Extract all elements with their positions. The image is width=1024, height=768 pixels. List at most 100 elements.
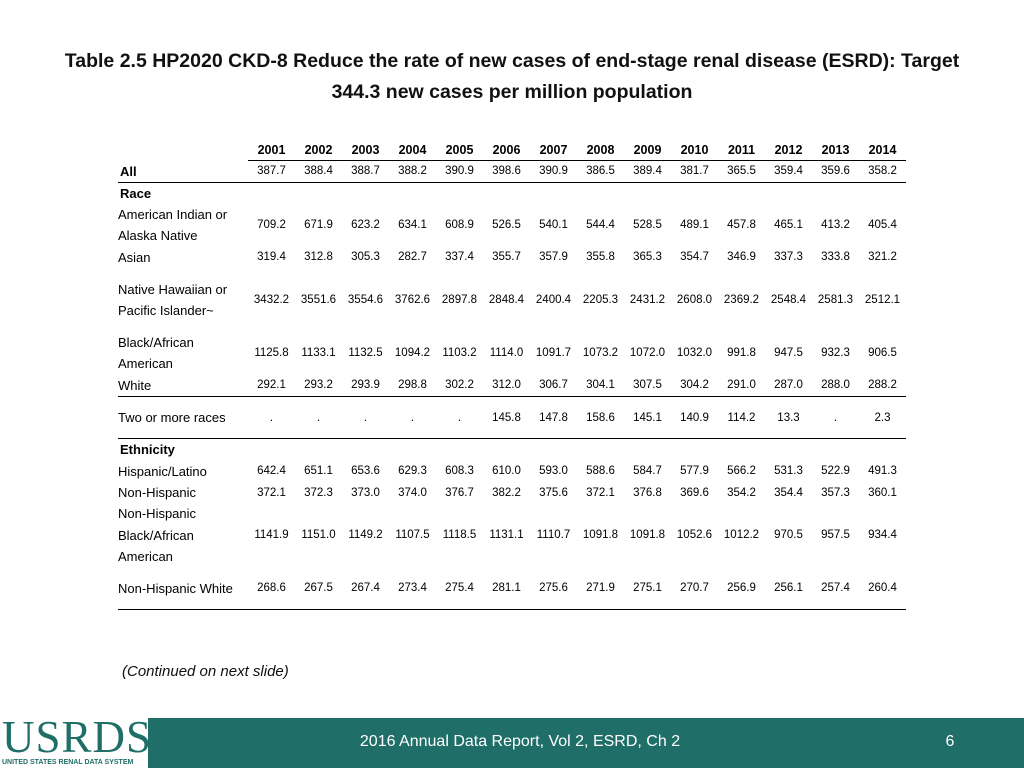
rate-cell: 577.9 (680, 465, 709, 478)
slide-title: Table 2.5 HP2020 CKD-8 Reduce the rate o… (20, 46, 1004, 108)
rate-cell: 304.2 (671, 374, 718, 397)
rate-cell: 358.2 (859, 160, 906, 183)
rate-cell: 365.3 (633, 251, 662, 264)
rate-cell: 991.8 (727, 347, 756, 360)
rate-cell: 260.4 (859, 567, 906, 611)
rate-cell: 354.7 (680, 251, 709, 264)
rate-cell: 288.2 (859, 374, 906, 397)
rate-cell: 957.5 (821, 529, 850, 542)
rate-cell: 304.1 (577, 374, 624, 397)
rate-cell: 271.9 (577, 567, 624, 611)
rate-cell: 354.4 (774, 486, 803, 499)
rate-cell: 906.5 (868, 347, 897, 360)
table-row: Non-Hispanic 372.1 372.3 373.0 374.0 376.7 382… (118, 482, 906, 503)
year-header: 2006 (483, 139, 530, 161)
year-header: 2010 (671, 139, 718, 161)
rate-cell: 291.0 (718, 374, 765, 397)
rate-cell: 273.4 (389, 567, 436, 611)
race-group-header-label: Race (120, 185, 152, 201)
rate-cell: 653.6 (351, 465, 380, 478)
rate-cell: 1118.5 (442, 529, 477, 542)
rate-cell: 312.8 (304, 251, 333, 264)
rate-cell: 13.3 (765, 396, 812, 440)
rate-cell: 1072.0 (629, 347, 666, 360)
footer-report-title: 2016 Annual Data Report, Vol 2, ESRD, Ch… (359, 733, 681, 750)
table-row: Native Hawaiian or Pacific Islander~ 3432… (118, 268, 906, 332)
row-label: Two or more races (118, 396, 248, 440)
row-label: Native Hawaiian or Pacific Islander~ (118, 281, 228, 318)
rate-cell: 275.4 (436, 567, 483, 611)
table-row: Black/African American 1125.8 1133.1 1132.5… (118, 332, 906, 375)
row-label: Non-Hispanic White (118, 567, 248, 611)
rate-cell: 1107.5 (395, 529, 430, 542)
rate-cell: 390.9 (530, 160, 577, 183)
rate-cell: 275.6 (530, 567, 577, 611)
rate-cell: 1103.2 (442, 347, 477, 360)
rate-cell: 288.0 (812, 374, 859, 397)
rate-cell: 287.0 (765, 374, 812, 397)
year-header-row: 2001 2002 2003 2004 2005 2006 2007 2008 … (118, 139, 906, 161)
year-header: 2014 (859, 139, 906, 161)
rate-cell: 526.5 (492, 219, 521, 232)
row-label: Non-Hispanic Black/African American (118, 506, 197, 564)
rate-cell: 1094.2 (394, 347, 431, 360)
rate-cell: 970.5 (774, 529, 803, 542)
year-header: 2013 (812, 139, 859, 161)
rate-cell: 522.9 (821, 465, 850, 478)
rate-cell: 386.5 (577, 160, 624, 183)
rate-cell: 1114.0 (489, 347, 524, 360)
rate-cell: 372.3 (304, 486, 333, 499)
rate-cell: 623.2 (351, 219, 380, 232)
rate-cell: . (389, 396, 436, 440)
rate-cell: 3551.6 (300, 293, 337, 306)
rate-cell: 3554.6 (347, 293, 384, 306)
esrd-rates-table: 2001 2002 2003 2004 2005 2006 2007 2008 … (118, 139, 906, 611)
year-header: 2008 (577, 139, 624, 161)
row-label: Black/African American (118, 334, 194, 372)
rate-cell: 147.8 (530, 396, 577, 440)
rate-cell: 382.2 (492, 486, 521, 499)
rate-cell: 1032.0 (676, 347, 713, 360)
rate-cell: 651.1 (304, 465, 333, 478)
table-body: All 387.7 388.4 388.7 388.2 390.9 398.6 390.9 38… (118, 160, 906, 611)
rate-cell: 2548.4 (770, 293, 807, 306)
continued-note: (Continued on next slide) (122, 663, 289, 680)
table-row: Non-Hispanic White 268.6 267.5 267.4 273.4 27… (118, 567, 906, 611)
rate-cell: 354.2 (727, 486, 756, 499)
rate-cell: . (295, 396, 342, 440)
rate-cell: 932.3 (821, 347, 850, 360)
rate-cell: 608.9 (445, 219, 474, 232)
rate-cell: 306.7 (530, 374, 577, 397)
rate-cell: 365.5 (718, 160, 765, 183)
rate-cell: 634.1 (398, 219, 427, 232)
rate-cell: 1132.5 (348, 347, 383, 360)
rate-cell: 1125.8 (254, 347, 289, 360)
rate-cell: 298.8 (389, 374, 436, 397)
rate-cell: 293.2 (295, 374, 342, 397)
rate-cell: 934.4 (868, 529, 897, 542)
rate-cell: . (342, 396, 389, 440)
rate-cell: 3762.6 (394, 293, 431, 306)
rate-cell: 376.7 (445, 486, 474, 499)
logo-wordmark: USRDS (2, 712, 153, 762)
rate-cell: 709.2 (257, 219, 286, 232)
rate-cell: 2431.2 (629, 293, 666, 306)
row-label: Non-Hispanic (118, 485, 197, 501)
rate-cell: 267.5 (295, 567, 342, 611)
year-header: 2011 (718, 139, 765, 161)
rate-cell: 388.4 (295, 160, 342, 183)
rate-cell: 540.1 (539, 219, 568, 232)
rate-cell: 375.6 (539, 486, 568, 499)
rate-cell: 2608.0 (676, 293, 713, 306)
title-line-1: Table 2.5 HP2020 CKD-8 Reduce the rate o… (64, 50, 960, 72)
rate-cell: 321.2 (868, 251, 897, 264)
footer-bar (0, 718, 1024, 768)
logo-subtitle: UNITED STATES RENAL DATA SYSTEM (2, 759, 134, 766)
rate-cell: 1151.0 (301, 529, 336, 542)
rate-cell: 1110.7 (536, 529, 571, 542)
table-row: Hispanic/Latino 642.4 651.1 653.6 629.3 608.3… (118, 461, 906, 482)
table-row-all: All 387.7 388.4 388.7 388.2 390.9 398.6 390.9 38… (118, 160, 906, 183)
rate-cell: 373.0 (351, 486, 380, 499)
rate-cell: 337.3 (774, 251, 803, 264)
rate-cell: 293.9 (342, 374, 389, 397)
